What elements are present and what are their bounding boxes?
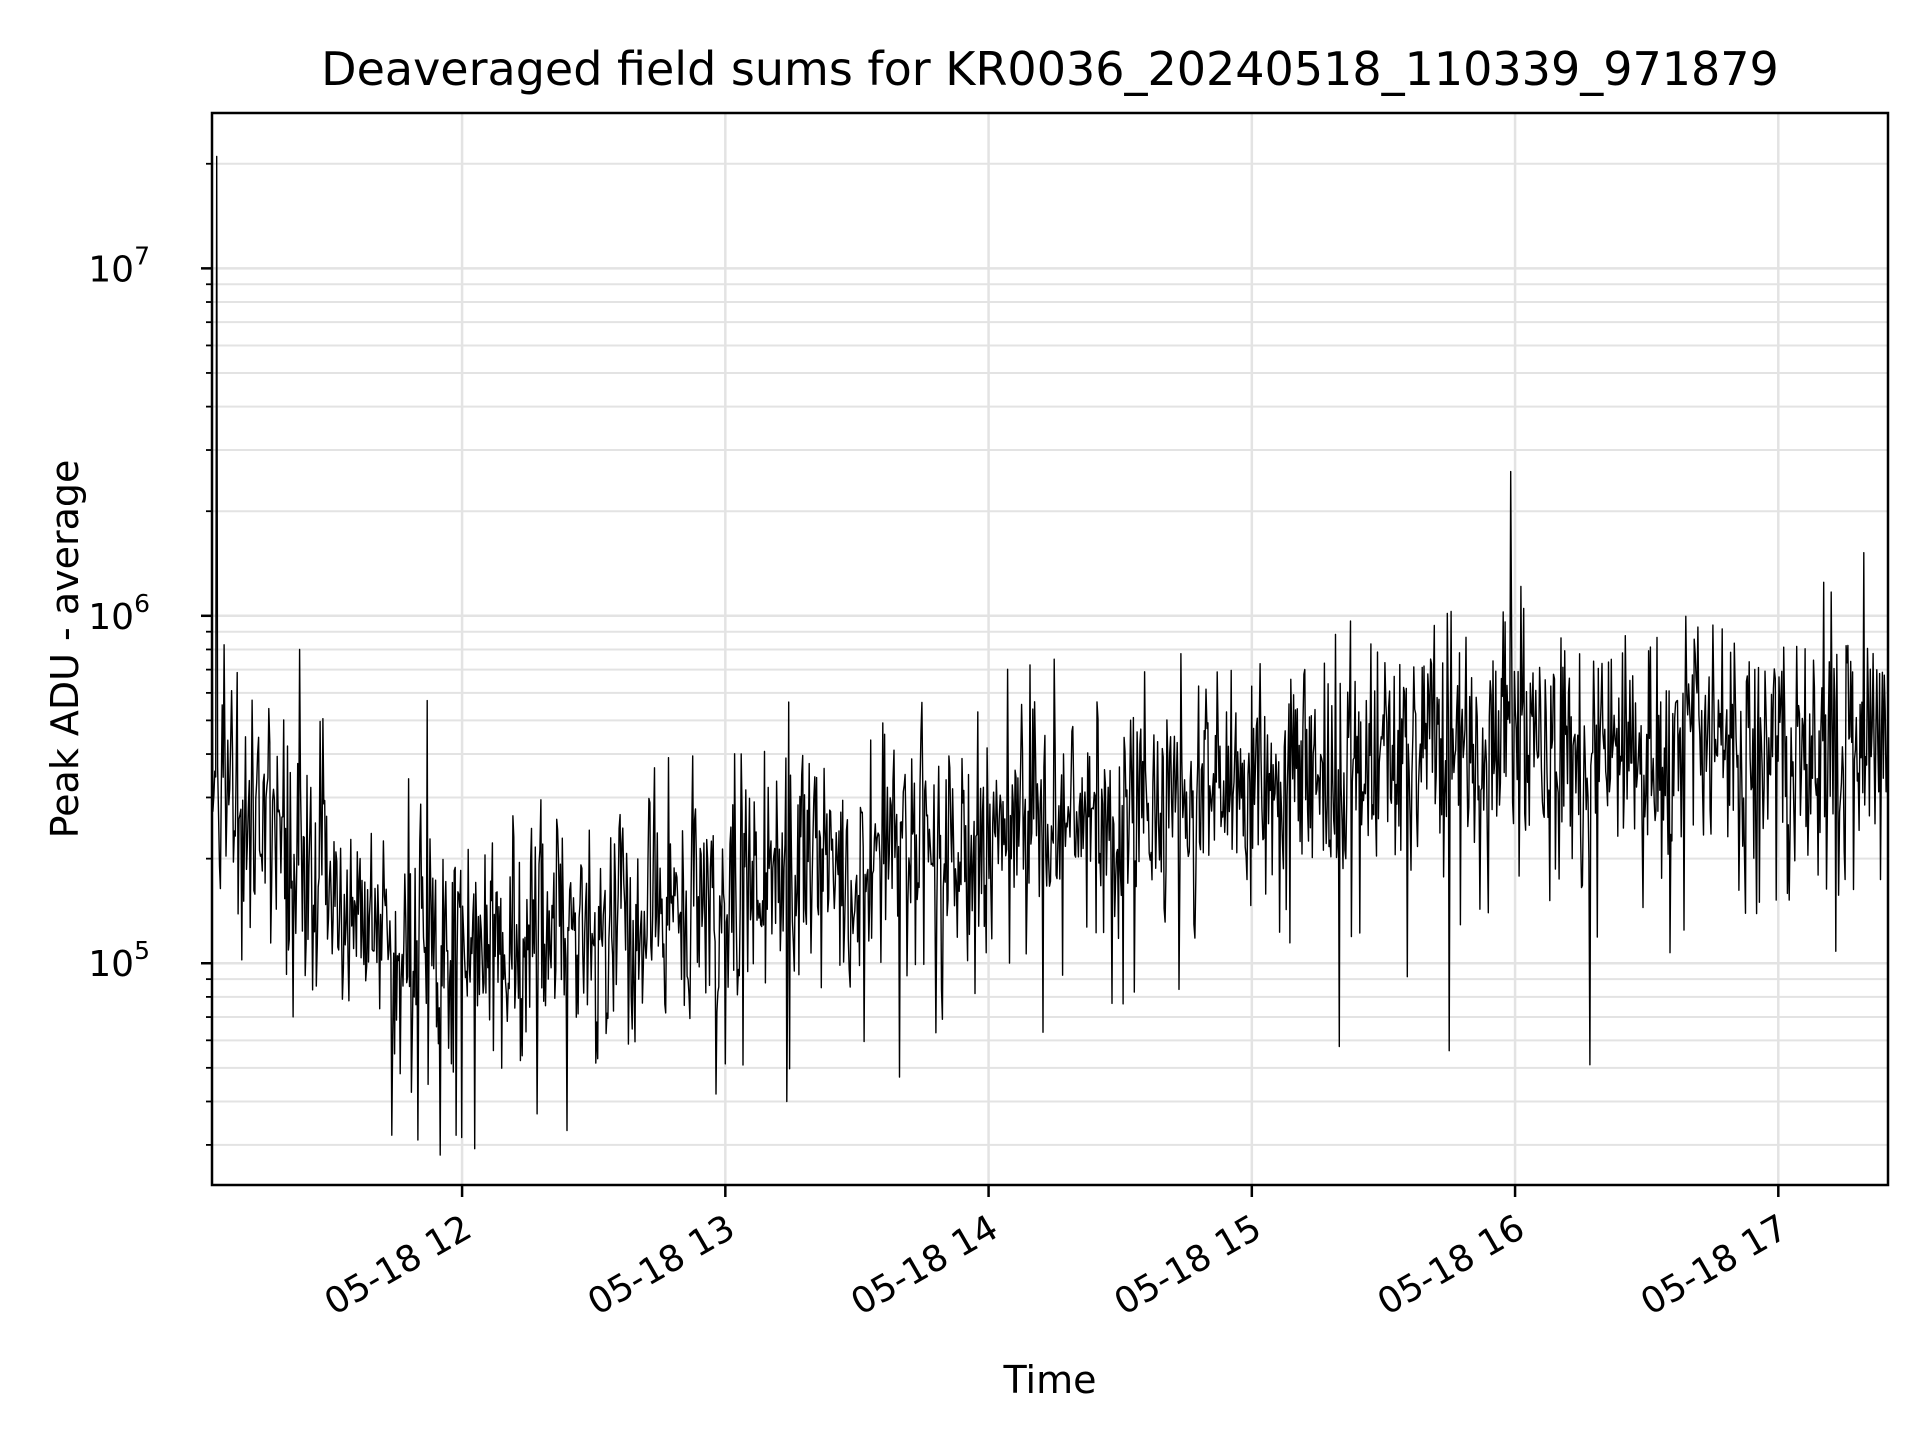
y-tick-label: 105	[88, 936, 150, 985]
y-tick-base: 10	[88, 249, 134, 290]
y-tick-label: 106	[88, 589, 150, 638]
x-axis: 05-18 12 05-18 13 05-18 14 05-18 15 05-18 16…	[318, 1185, 1795, 1324]
y-tick-base: 10	[88, 597, 134, 638]
x-tick-label: 05-18 17	[1634, 1207, 1795, 1323]
x-axis-label: Time	[1003, 1358, 1097, 1402]
y-tick-base: 10	[88, 944, 134, 985]
y-tick-label: 107	[88, 241, 150, 290]
grid	[212, 113, 1888, 1185]
x-tick-label: 05-18 12	[318, 1207, 479, 1323]
x-tick-label: 05-18 13	[581, 1207, 742, 1323]
y-tick-exponent: 6	[134, 589, 150, 618]
x-tick-label: 05-18 15	[1108, 1207, 1269, 1323]
series-line	[211, 155, 1889, 1156]
x-tick-label: 05-18 16	[1371, 1207, 1532, 1323]
y-axis-label: Peak ADU - average	[43, 460, 87, 839]
chart-title: Deaveraged field sums for KR0036_2024051…	[321, 42, 1779, 96]
data-series	[211, 155, 1889, 1156]
x-tick-label: 05-18 14	[844, 1207, 1005, 1323]
y-tick-exponent: 5	[134, 936, 150, 965]
y-tick-exponent: 7	[134, 241, 150, 270]
